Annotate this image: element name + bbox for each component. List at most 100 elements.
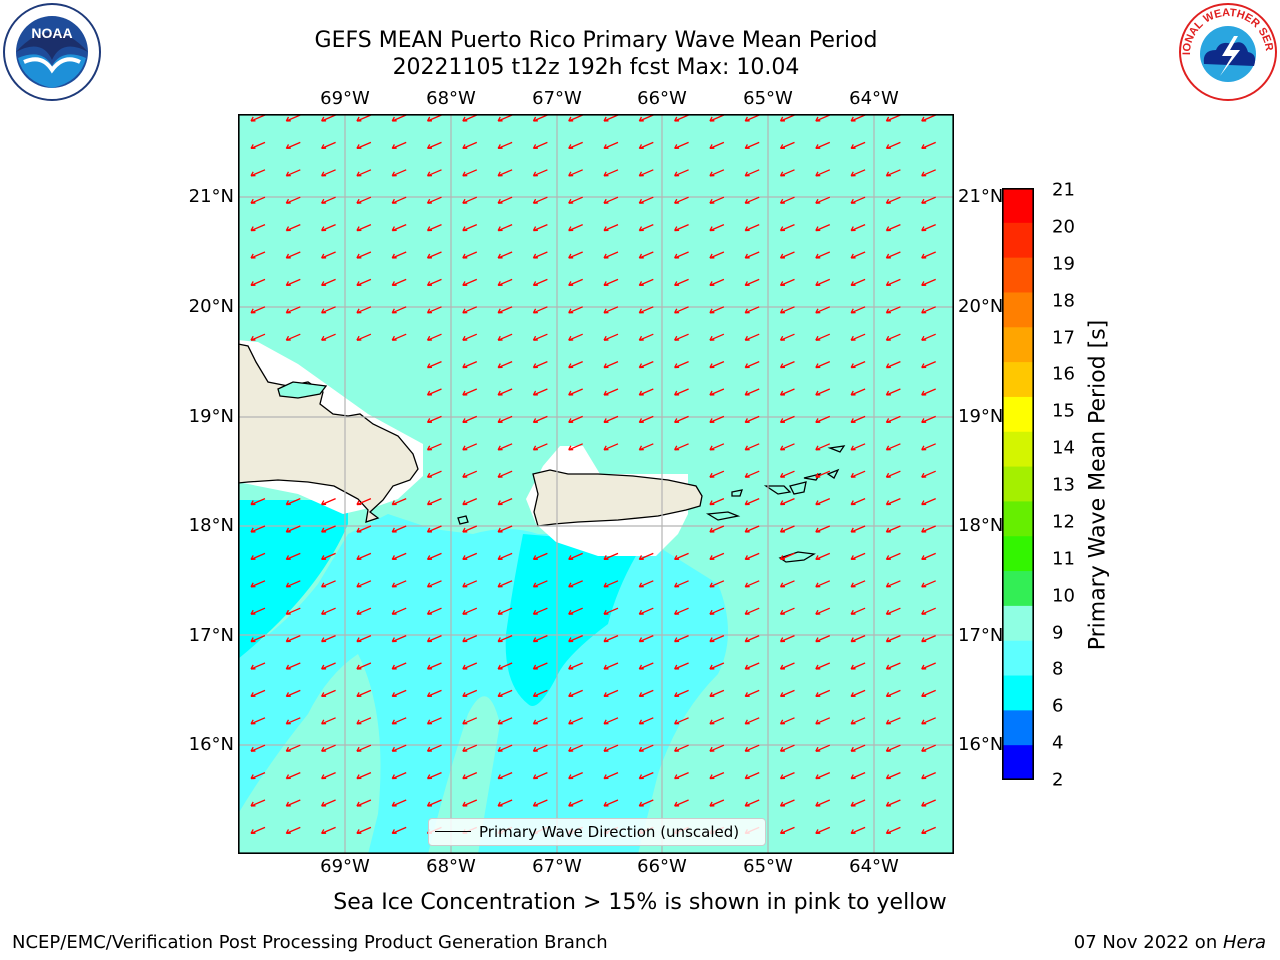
- wave-direction-arrow: [744, 525, 760, 533]
- wave-direction-arrow: [391, 552, 407, 561]
- wave-direction-arrow: [250, 689, 266, 698]
- map-frame: [238, 114, 954, 854]
- colorbar-segment: [1002, 640, 1034, 677]
- wave-direction-arrow: [285, 635, 301, 643]
- wave-direction-arrow: [885, 388, 901, 396]
- wave-direction-arrow: [356, 278, 372, 287]
- wave-direction-arrow: [709, 744, 725, 752]
- wave-direction-arrow: [885, 525, 901, 533]
- st-john-island: [789, 481, 807, 495]
- wave-direction-arrow: [850, 251, 866, 259]
- wave-direction-arrow: [850, 141, 866, 150]
- wave-direction-arrow: [815, 772, 831, 780]
- wave-direction-arrow: [462, 580, 478, 588]
- wave-direction-arrow: [497, 388, 513, 396]
- wave-direction-arrow: [850, 443, 866, 451]
- wave-direction-arrow: [885, 552, 901, 561]
- wave-direction-arrow: [426, 552, 442, 561]
- wave-direction-arrow: [603, 744, 619, 752]
- wave-direction-arrow: [638, 388, 654, 396]
- wave-direction-arrow: [356, 306, 372, 314]
- wave-direction-arrow: [885, 196, 901, 204]
- wave-direction-arrow: [815, 580, 831, 588]
- wave-direction-arrow: [850, 826, 866, 835]
- colorbar-tick-label: 15: [1052, 400, 1075, 422]
- wave-direction-arrow: [921, 114, 936, 122]
- wave-direction-arrow: [321, 141, 336, 150]
- wave-direction-arrow: [391, 826, 407, 835]
- wave-direction-arrow: [497, 251, 513, 259]
- wave-direction-arrow: [815, 498, 831, 506]
- wave-direction-arrow: [674, 169, 689, 177]
- wave-direction-arrow: [779, 689, 795, 698]
- lat-label-right: 20°N: [958, 296, 1004, 317]
- wave-direction-arrow: [532, 169, 548, 177]
- wave-direction-arrow: [462, 772, 478, 780]
- wave-direction-arrow: [779, 772, 795, 780]
- wave-direction-arrow: [921, 607, 936, 615]
- wave-direction-arrow: [638, 114, 654, 122]
- wave-direction-arrow: [497, 635, 513, 643]
- wave-direction-arrow: [497, 361, 513, 369]
- wave-direction-arrow: [285, 525, 301, 533]
- wave-direction-arrow: [497, 415, 513, 424]
- wave-direction-arrow: [744, 306, 760, 314]
- wave-direction-arrow: [532, 607, 548, 615]
- wave-direction-arrow: [638, 278, 654, 287]
- wave-direction-arrow: [603, 443, 619, 451]
- wave-direction-arrow: [356, 580, 372, 588]
- wave-direction-arrow: [568, 717, 583, 725]
- colorbar-segment: [1002, 536, 1034, 572]
- wave-direction-arrow: [709, 251, 725, 259]
- wave-direction-arrow: [815, 525, 831, 533]
- wave-direction-arrow: [356, 799, 372, 807]
- colorbar-tick-label: 18: [1052, 290, 1075, 312]
- wave-direction-arrow: [850, 772, 866, 780]
- lon-label-top: 64°W: [849, 88, 899, 109]
- wave-direction-arrow: [674, 744, 689, 752]
- wave-direction-arrow: [603, 333, 619, 341]
- colorbar-segment: [1002, 710, 1034, 746]
- wave-direction-arrow: [815, 607, 831, 615]
- wave-direction-arrow: [356, 224, 372, 232]
- wave-direction-arrow: [391, 717, 407, 725]
- wave-direction-arrow: [885, 333, 901, 341]
- colorbar-tick-label: 6: [1052, 695, 1064, 717]
- wave-direction-arrow: [356, 662, 372, 670]
- wave-direction-arrow: [532, 580, 548, 588]
- wave-direction-arrow: [321, 251, 336, 259]
- wave-direction-arrow: [815, 196, 831, 204]
- wave-direction-arrow: [250, 251, 266, 259]
- coastlines: [238, 343, 846, 563]
- wave-direction-arrow: [285, 306, 301, 314]
- wave-direction-arrow: [285, 251, 301, 259]
- virgin-gorda-island: [826, 468, 840, 479]
- wave-direction-arrow: [250, 635, 266, 643]
- wave-direction-arrow: [638, 306, 654, 314]
- wave-direction-arrow: [426, 333, 442, 341]
- wave-direction-arrow: [462, 662, 478, 670]
- wave-direction-arrow: [744, 141, 760, 150]
- wave-direction-arrow: [462, 717, 478, 725]
- wave-direction-arrow: [426, 635, 442, 643]
- wave-direction-arrow: [674, 552, 689, 561]
- wave-direction-arrow: [603, 772, 619, 780]
- wave-direction-arrow: [744, 799, 760, 807]
- wave-direction-arrow: [850, 361, 866, 369]
- anegada-island: [827, 445, 846, 453]
- wave-direction-arrow: [779, 717, 795, 725]
- wave-direction-arrow: [462, 361, 478, 369]
- colorbar-segment: [1002, 675, 1034, 711]
- wave-direction-arrow: [391, 141, 407, 150]
- wave-direction-arrow: [426, 251, 442, 259]
- wave-direction-arrow: [709, 470, 725, 478]
- legend-label: Primary Wave Direction (unscaled): [479, 823, 740, 841]
- wave-direction-arrow: [568, 388, 583, 396]
- wave-direction-arrow: [815, 717, 831, 725]
- wave-direction-arrow: [674, 361, 689, 369]
- wave-direction-arrow: [391, 580, 407, 588]
- wave-direction-arrow: [568, 251, 583, 259]
- wave-direction-arrow: [921, 498, 936, 506]
- wave-direction-arrow: [885, 717, 901, 725]
- wave-direction-arrow: [532, 224, 548, 232]
